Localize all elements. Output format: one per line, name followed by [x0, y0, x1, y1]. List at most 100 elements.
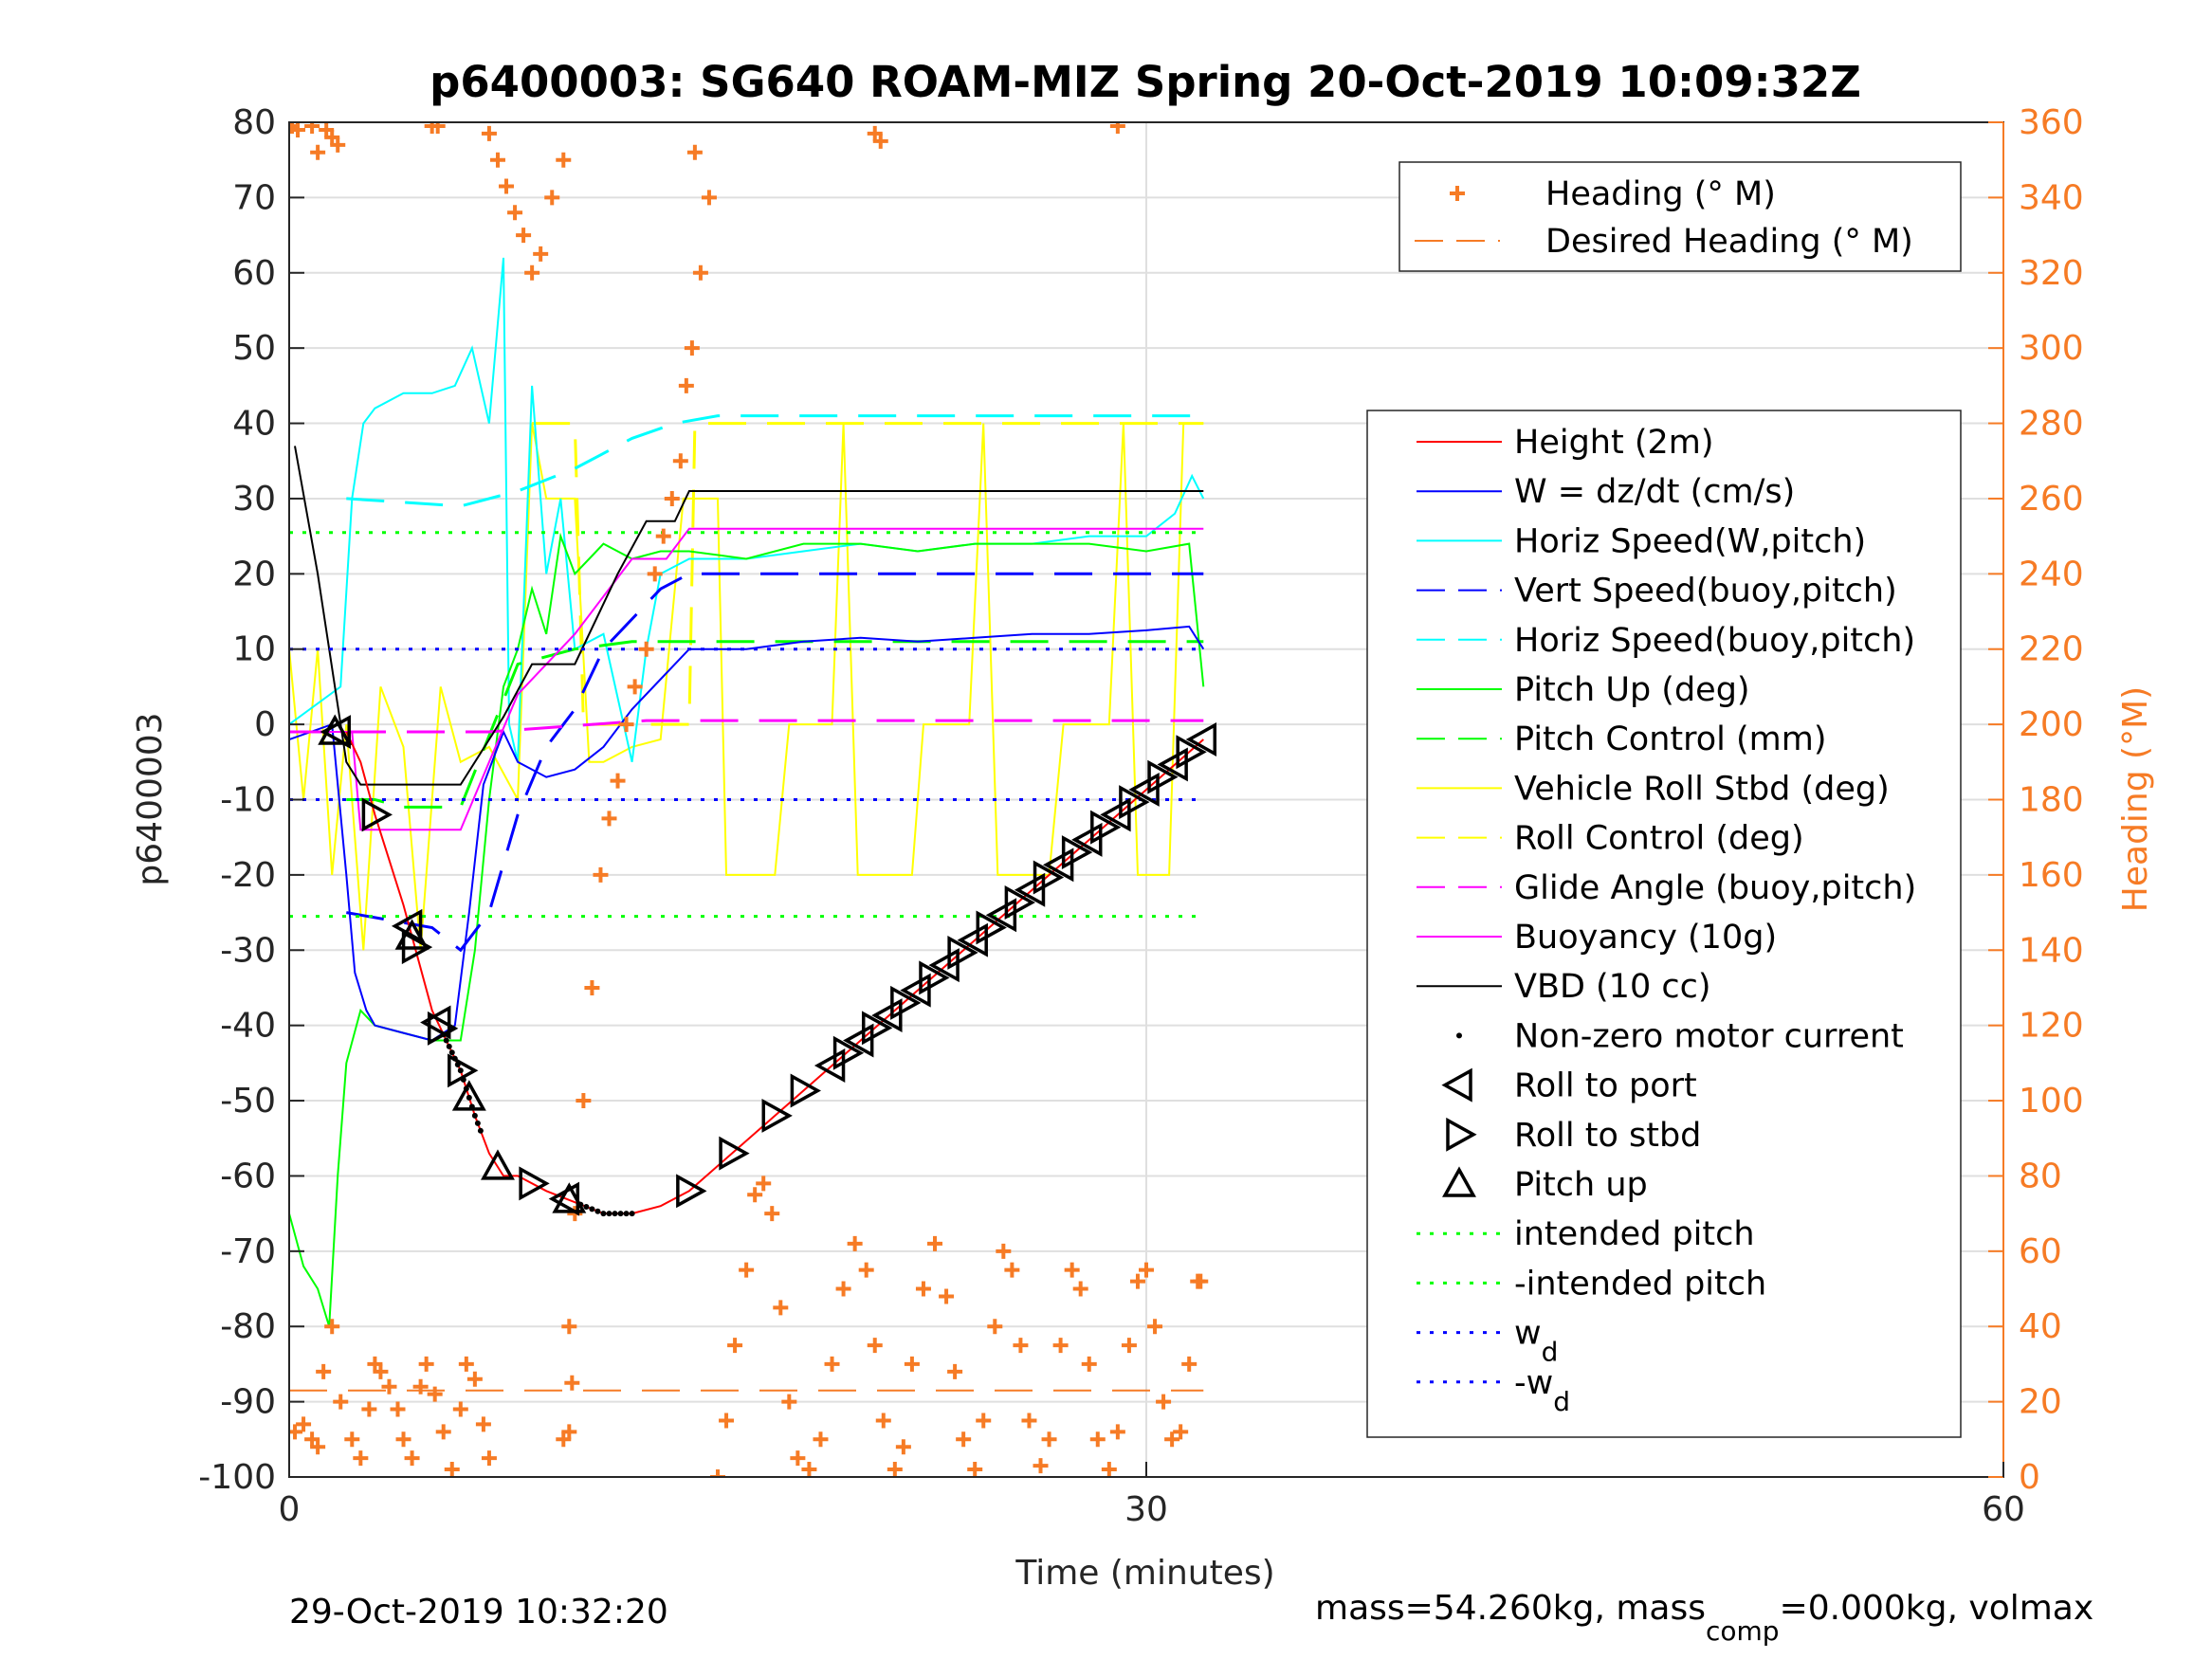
- ticks: 80706050403020100-10-20-30-40-50-60-70-8…: [198, 103, 2083, 1529]
- footer-mass: mass=54.260kg, mass: [1315, 1589, 1706, 1628]
- pitch-up-marker: [451, 1080, 486, 1111]
- heading-point: [507, 205, 523, 221]
- y-right-tick-label: 280: [2019, 405, 2084, 444]
- legend-label-text: Pitch Control (mm): [1514, 720, 1826, 758]
- y-tick-label: -100: [198, 1458, 276, 1497]
- legend-label: Buoyancy (10g): [1514, 919, 1777, 957]
- motor-current-dot: [471, 1112, 478, 1119]
- heading-point: [835, 1281, 851, 1297]
- main-legend-box: [1366, 410, 1962, 1438]
- legend-label: Pitch Up (deg): [1514, 671, 1750, 709]
- series-line-height-2m: [345, 731, 1204, 1215]
- series-line-buoyancy-10g: [289, 527, 1204, 831]
- legend-label-text: Non-zero motor current: [1514, 1017, 1904, 1055]
- y-tick-label: 20: [232, 555, 276, 593]
- heading-point: [452, 1401, 468, 1417]
- motor-current-dot: [606, 1211, 612, 1217]
- y-tick-label: -40: [220, 1007, 276, 1046]
- legend-label: -wd: [1514, 1364, 1570, 1417]
- x-tick-label: 60: [1982, 1490, 2025, 1529]
- heading-point: [1072, 1281, 1088, 1297]
- heading-point: [927, 1235, 943, 1251]
- roll-stbd-marker: [790, 1073, 822, 1108]
- heading-point: [756, 1176, 772, 1192]
- roll-port-marker: [1071, 822, 1103, 857]
- legend-label-text: Horiz Speed(W,pitch): [1514, 522, 1866, 560]
- heading-point: [444, 1462, 460, 1477]
- roll-port-marker: [957, 922, 988, 957]
- heading-point: [915, 1281, 931, 1297]
- heading-point: [544, 190, 560, 206]
- series-line-roll-control-deg: [532, 422, 1204, 726]
- y-tick-label: -10: [220, 781, 276, 820]
- y-right-tick-label: 120: [2019, 1007, 2084, 1046]
- heading-point: [790, 1450, 806, 1467]
- legend-label: wd: [1514, 1315, 1558, 1368]
- heading-point: [1164, 1431, 1180, 1448]
- y-tick-label: 0: [254, 705, 276, 744]
- footer-mass-info: mass=54.260kg, masscomp=0.000kg, volmax: [1315, 1589, 2093, 1647]
- series-line-vehicle-roll-stbd-deg: [289, 422, 1204, 951]
- heading-point: [1173, 1424, 1189, 1440]
- heading-point: [858, 1262, 874, 1278]
- heading-point: [561, 1319, 577, 1335]
- legend-label-text: Pitch Up (deg): [1514, 671, 1750, 709]
- heading-point: [593, 866, 609, 883]
- y-right-tick-label: 320: [2019, 254, 2084, 293]
- heading-point: [895, 1439, 911, 1455]
- heading-point: [466, 1371, 483, 1387]
- roll-stbd-marker: [719, 1136, 750, 1171]
- heading-point: [310, 144, 326, 160]
- roll-port-marker: [843, 1023, 874, 1058]
- heading-point: [435, 1424, 451, 1440]
- roll-stbd-marker: [1176, 735, 1207, 770]
- motor-current-dot: [583, 1203, 590, 1210]
- heading-point: [404, 1450, 420, 1467]
- heading-point: [875, 1413, 891, 1429]
- legend-label: Pitch Control (mm): [1514, 720, 1826, 758]
- y-right-tick-label: 80: [2019, 1157, 2062, 1195]
- series-line-horiz-speed-buoy-pitch: [346, 414, 1204, 508]
- heading-point: [947, 1363, 963, 1379]
- heading-point: [310, 1439, 326, 1455]
- roll-port-marker: [928, 948, 960, 983]
- legend-label-text: Horiz Speed(buoy,pitch): [1514, 622, 1915, 660]
- motor-current-dot: [600, 1211, 607, 1217]
- y-right-tick-label: 160: [2019, 856, 2084, 895]
- y-right-tick-label: 300: [2019, 329, 2084, 368]
- heading-point: [489, 152, 505, 168]
- heading-point: [872, 133, 888, 149]
- heading-point: [1041, 1431, 1057, 1448]
- y-tick-label: 30: [232, 480, 276, 519]
- legend-entry-triangle-icon: [1446, 1117, 1477, 1152]
- heading-point: [967, 1462, 983, 1477]
- y-right-tick-label: 200: [2019, 705, 2084, 744]
- heading-point: [1181, 1356, 1197, 1372]
- heading-point: [330, 137, 346, 153]
- y-right-tick-label: 240: [2019, 555, 2084, 593]
- heading-point: [601, 811, 617, 827]
- motor-current-dot: [457, 1067, 464, 1074]
- heading-point: [610, 773, 626, 789]
- roll-port-marker: [814, 1048, 846, 1083]
- heading-point: [1013, 1338, 1029, 1354]
- heading-point: [458, 1356, 474, 1372]
- legend-label-sub: d: [1542, 1337, 1559, 1368]
- heading-point: [333, 1394, 349, 1410]
- legend-label-text: -w: [1514, 1364, 1553, 1402]
- legend-label-text: Height (2m): [1514, 424, 1714, 462]
- heading-point: [664, 490, 680, 506]
- series-group: [289, 257, 1205, 1392]
- heading-point: [618, 717, 634, 733]
- heading-point: [655, 528, 671, 544]
- legend-label-text: Buoyancy (10g): [1514, 919, 1777, 957]
- motor-current-dot: [448, 1049, 455, 1056]
- roll-stbd-marker: [947, 935, 978, 970]
- y-axis-label: p6400003: [131, 712, 170, 885]
- legend-label-text: Roll Control (deg): [1514, 820, 1804, 858]
- heading-point: [719, 1413, 735, 1429]
- legend-label-text: VBD (10 cc): [1514, 968, 1711, 1006]
- y-tick-label: -50: [220, 1082, 276, 1121]
- roll-stbd-marker: [1061, 835, 1093, 870]
